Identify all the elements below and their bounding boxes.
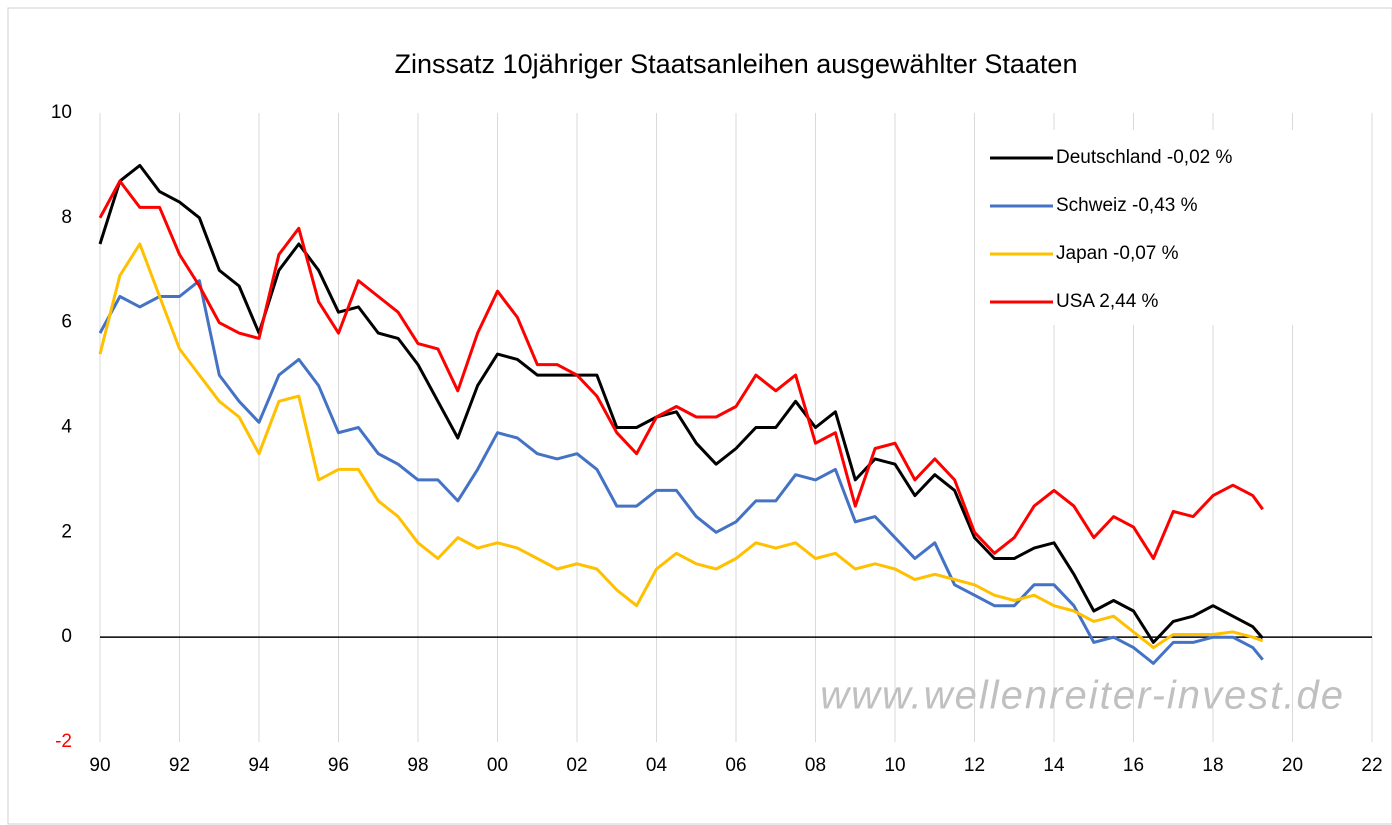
legend-label: Deutschland -0,02 % <box>1056 147 1232 168</box>
y-tick-label: 0 <box>61 626 72 647</box>
x-tick-label: 04 <box>646 755 668 776</box>
legend-label: USA 2,44 % <box>1056 291 1159 312</box>
x-tick-label: 92 <box>169 755 190 776</box>
x-tick-label: 10 <box>884 755 905 776</box>
x-tick-label: 90 <box>89 755 110 776</box>
y-tick-label: -2 <box>55 731 72 752</box>
x-tick-label: 00 <box>487 755 508 776</box>
x-tick-label: 16 <box>1123 755 1144 776</box>
y-tick-label: 6 <box>61 312 72 333</box>
x-tick-label: 98 <box>407 755 428 776</box>
x-tick-label: 08 <box>805 755 826 776</box>
watermark: www.wellenreiter-invest.de <box>820 674 1345 718</box>
x-tick-label: 18 <box>1202 755 1223 776</box>
y-tick-label: 8 <box>61 207 72 228</box>
x-tick-label: 20 <box>1282 755 1303 776</box>
legend-box <box>975 130 1315 325</box>
x-tick-label: 06 <box>725 755 746 776</box>
y-tick-label: 4 <box>61 417 72 438</box>
series-line <box>98 242 1264 650</box>
legend-label: Japan -0,07 % <box>1056 243 1179 264</box>
x-tick-label: 96 <box>328 755 349 776</box>
series-line <box>98 179 1264 560</box>
legend-label: Schweiz -0,43 % <box>1056 195 1198 216</box>
y-tick-label: 10 <box>51 102 72 123</box>
chart-title: Zinssatz 10jähriger Staatsanleihen ausge… <box>395 49 1078 79</box>
x-tick-label: 12 <box>964 755 985 776</box>
legend: Deutschland -0,02 % Schweiz -0,43 % Japan … <box>975 130 1315 325</box>
x-tick-label: 94 <box>248 755 270 776</box>
x-tick-label: 02 <box>566 755 587 776</box>
x-tick-label: 22 <box>1361 755 1382 776</box>
series-line <box>98 163 1264 644</box>
y-tick-label: 2 <box>61 521 72 542</box>
x-tick-label: 14 <box>1043 755 1065 776</box>
